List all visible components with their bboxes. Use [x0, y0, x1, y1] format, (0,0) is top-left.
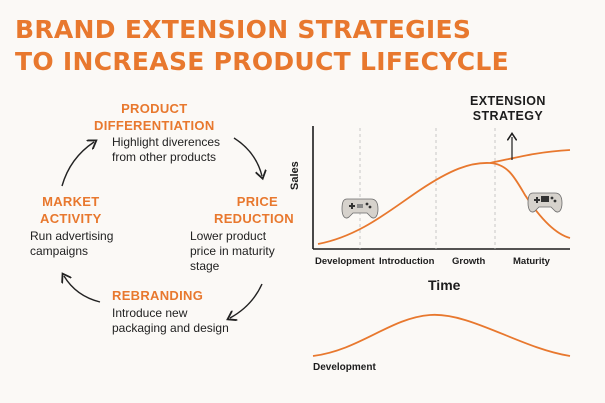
- product-differentiation-desc: Highlight diverences from other products: [112, 135, 220, 165]
- page-title: BRAND EXTENSION STRATEGIES TO INCREASE P…: [15, 14, 509, 78]
- extension-label-line1: EXTENSION: [470, 94, 546, 108]
- x-axis-label: Time: [428, 277, 461, 293]
- stage-label-growth: Growth: [452, 256, 486, 267]
- market-activity-heading-line2: ACTIVITY: [40, 211, 102, 226]
- stage-label-maturity: Maturity: [513, 256, 550, 267]
- product-differentiation-heading-line2: DIFFERENTIATION: [94, 118, 215, 133]
- rebranding-heading-line1: REBRANDING: [112, 288, 204, 303]
- price-reduction-desc-line3: stage: [190, 259, 220, 273]
- cycle-arrow-bottom-right: [230, 283, 263, 318]
- cycle-arrow-top-right: [233, 137, 262, 176]
- cycle-arrow-bottom-left: [64, 276, 101, 303]
- extension-label-line2: STRATEGY: [472, 109, 544, 123]
- product-differentiation-desc-line1: Highlight diverences: [112, 135, 221, 149]
- price-reduction-heading-line1: PRICE: [236, 194, 278, 209]
- bottom-bell-curve: [312, 314, 571, 357]
- product-differentiation-heading-line1: PRODUCT: [121, 101, 188, 116]
- market-activity-heading-line1: MARKET: [42, 194, 100, 209]
- sales-curve: [317, 162, 571, 245]
- title-line-1: BRAND EXTENSION STRATEGIES: [15, 15, 472, 44]
- title-line-2: TO INCREASE PRODUCT LIFECYCLE: [15, 47, 510, 76]
- price-reduction-desc-line1: Lower product: [190, 229, 267, 243]
- market-activity-heading: MARKET ACTIVITY: [40, 193, 102, 227]
- rebranding-heading: REBRANDING: [112, 287, 203, 304]
- market-activity-desc: Run advertising campaigns: [30, 229, 113, 259]
- gamepad-icon: [341, 198, 379, 219]
- bottom-stage-label: Development: [313, 362, 376, 373]
- stage-label-development: Development: [315, 256, 375, 267]
- price-reduction-desc-line2: price in maturity: [190, 244, 275, 258]
- y-axis-label: Sales: [289, 161, 301, 190]
- price-reduction-heading: PRICE REDUCTION: [214, 193, 294, 227]
- rebranding-desc-line1: Introduce new: [112, 306, 188, 320]
- rebranding-desc-line2: packaging and design: [112, 321, 229, 335]
- extension-strategy-label: EXTENSION STRATEGY: [470, 94, 546, 124]
- stage-label-introduction: Introduction: [379, 256, 435, 267]
- market-activity-desc-line2: campaigns: [30, 244, 89, 258]
- price-reduction-heading-line2: REDUCTION: [214, 211, 294, 226]
- rebranding-desc: Introduce new packaging and design: [112, 306, 229, 336]
- cycle-arrow-top-left: [61, 142, 94, 187]
- market-activity-desc-line1: Run advertising: [30, 229, 114, 243]
- price-reduction-desc: Lower product price in maturity stage: [190, 229, 275, 274]
- gamepad-icon: [527, 192, 563, 213]
- product-differentiation-desc-line2: from other products: [112, 150, 217, 164]
- extension-curve: [489, 149, 571, 164]
- product-differentiation-heading: PRODUCT DIFFERENTIATION: [94, 100, 215, 134]
